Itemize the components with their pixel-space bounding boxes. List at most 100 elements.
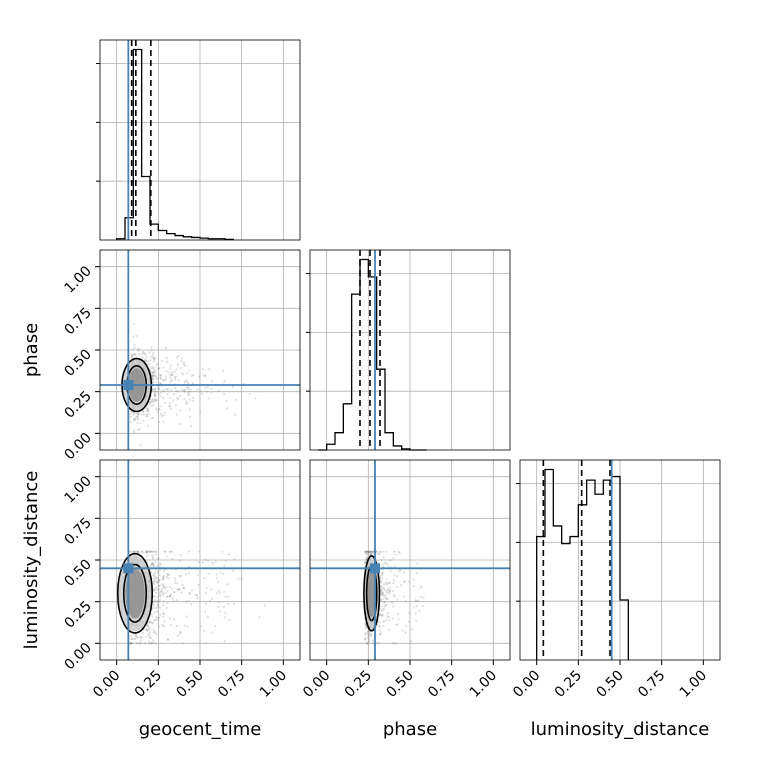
sample-point (401, 629, 404, 632)
sample-point (227, 602, 230, 606)
sample-point (183, 397, 186, 401)
sample-point (369, 550, 372, 553)
sample-point (188, 369, 191, 372)
sample-point (158, 578, 161, 582)
sample-point (367, 550, 370, 553)
x-tick-label: 0.25 (342, 668, 375, 701)
sample-point (178, 559, 181, 562)
sample-point (187, 550, 191, 553)
sample-point (182, 587, 186, 590)
sample-point (158, 591, 161, 594)
sample-point (141, 631, 144, 634)
sample-point (145, 550, 148, 553)
sample-point (165, 606, 168, 609)
sample-point (147, 424, 150, 427)
sample-point (159, 375, 162, 378)
sample-point (158, 578, 161, 581)
sample-point (133, 550, 136, 553)
sample-point (183, 364, 187, 367)
sample-point (168, 397, 172, 400)
sample-point (387, 581, 391, 585)
sample-point (400, 584, 403, 587)
sample-point (393, 595, 396, 598)
sample-point (156, 571, 160, 574)
sample-point (196, 388, 199, 391)
sample-point (159, 391, 163, 395)
sample-point (364, 626, 367, 629)
sample-point (153, 587, 156, 591)
sample-point (380, 559, 383, 562)
sample-point (177, 378, 180, 382)
sample-point (183, 624, 187, 627)
sample-point (199, 410, 202, 413)
sample-point (139, 422, 142, 425)
sample-point (146, 409, 149, 412)
sample-point (147, 633, 150, 636)
sample-point (158, 616, 161, 619)
sample-point (199, 390, 202, 393)
sample-point (395, 575, 399, 578)
sample-point (199, 625, 203, 628)
sample-point (157, 588, 161, 591)
sample-point (148, 636, 151, 639)
sample-point (186, 625, 189, 628)
sample-point (158, 593, 162, 596)
sample-point (392, 642, 395, 645)
sample-point (149, 401, 152, 404)
sample-point (162, 379, 165, 382)
sample-point (248, 392, 251, 396)
x-tick-label: 0.75 (425, 668, 458, 701)
sample-point (382, 625, 385, 628)
sample-point (223, 640, 226, 643)
sample-point (168, 594, 172, 598)
sample-point (148, 629, 151, 632)
sample-point (171, 557, 174, 560)
sample-point (367, 637, 371, 641)
sample-point (155, 408, 158, 411)
sample-point (419, 595, 422, 598)
sample-point (148, 621, 151, 625)
sample-point (162, 615, 165, 618)
sample-point (172, 399, 175, 402)
sample-point (150, 613, 153, 616)
sample-point (151, 561, 154, 564)
sample-point (130, 354, 133, 357)
sample-point (132, 429, 136, 432)
sample-point (168, 585, 171, 589)
sample-point (153, 393, 157, 397)
sample-point (162, 414, 165, 417)
sample-point (416, 562, 419, 565)
sample-point (151, 554, 154, 557)
sample-point (364, 550, 368, 553)
sample-point (144, 551, 148, 554)
sample-point (190, 589, 194, 592)
sample-point (157, 603, 160, 606)
sample-point (234, 413, 237, 416)
sample-point (203, 629, 206, 633)
sample-point (137, 642, 140, 645)
sample-point (155, 398, 158, 401)
sample-point (201, 392, 204, 395)
sample-point (153, 357, 156, 360)
sample-point (154, 553, 157, 556)
sample-point (381, 587, 384, 590)
sample-point (149, 401, 152, 404)
sample-point (162, 586, 166, 589)
y-tick-label: 0.25 (61, 598, 94, 631)
sample-point (404, 624, 407, 628)
sample-point (396, 585, 399, 589)
sample-point (153, 392, 156, 395)
sample-point (158, 562, 161, 565)
sample-point (166, 638, 170, 641)
sample-point (148, 634, 151, 637)
sample-point (396, 612, 399, 616)
sample-point (141, 356, 144, 359)
sample-point (181, 373, 184, 376)
sample-point (178, 575, 181, 578)
sample-point (177, 588, 180, 591)
sample-point (158, 367, 161, 370)
sample-point (210, 387, 213, 390)
sample-point (149, 550, 152, 553)
sample-point (139, 444, 142, 447)
sample-point (196, 597, 199, 600)
